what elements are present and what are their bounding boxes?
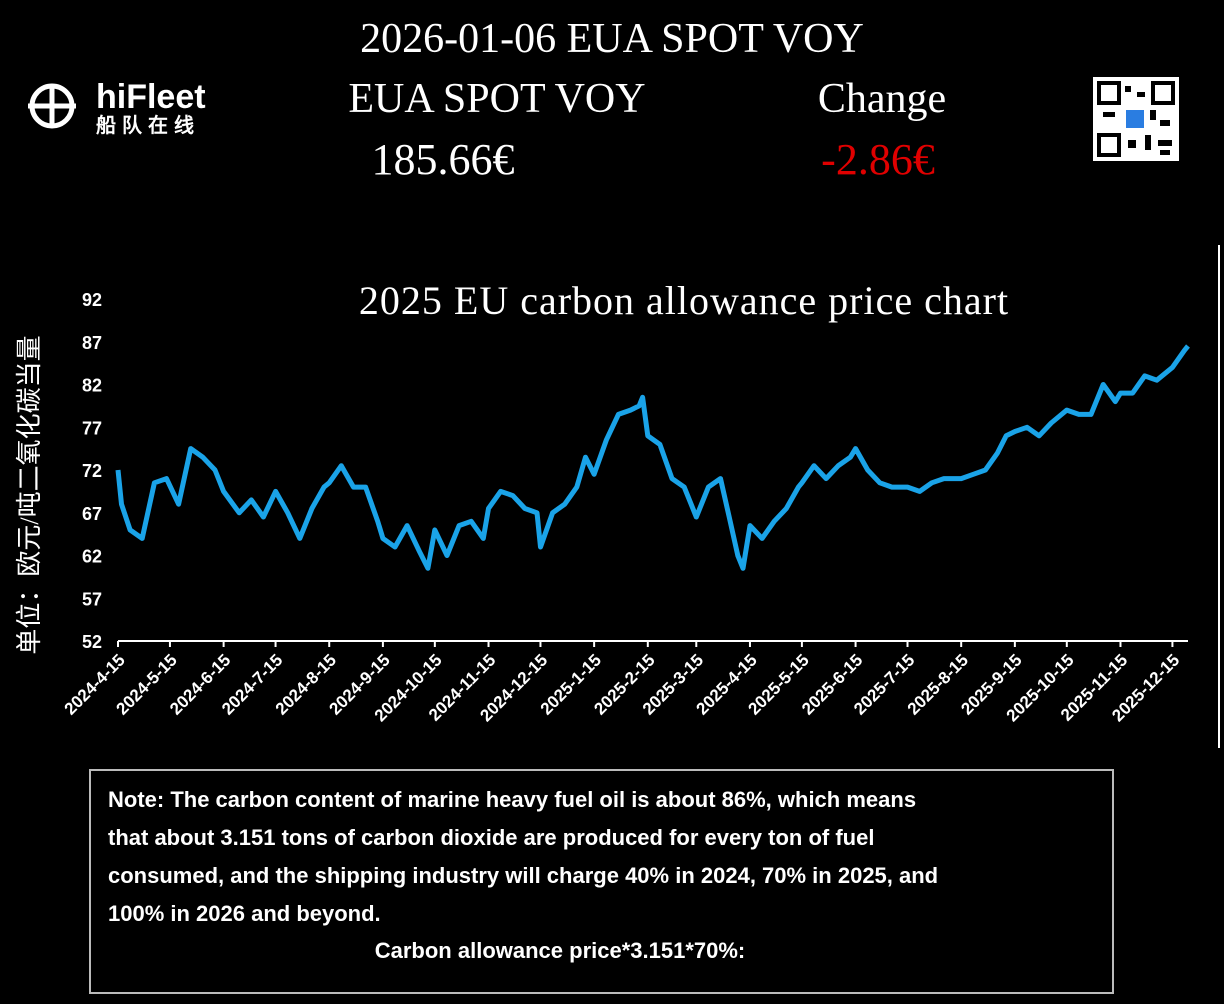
- qr-logo: [1126, 110, 1144, 128]
- header-title: 2026-01-06 EUA SPOT VOY: [360, 16, 864, 62]
- qr-finder: [1151, 81, 1175, 105]
- note-line: 100% in 2026 and beyond.: [108, 901, 381, 926]
- y-axis-label: 单位：欧元/吨二氧化碳当量: [15, 335, 44, 654]
- y-tick-label: 57: [82, 589, 102, 609]
- qr-code: [1093, 77, 1179, 161]
- y-tick-label: 77: [82, 418, 102, 438]
- logo: hiFleet 船队在线: [28, 78, 206, 137]
- y-tick-label: 82: [82, 376, 102, 396]
- note-line: that about 3.151 tons of carbon dioxide …: [108, 825, 874, 850]
- price: 185.66€: [372, 135, 515, 184]
- qr-finder: [1097, 81, 1121, 105]
- y-tick-label: 52: [82, 632, 102, 652]
- y-tick-label: 72: [82, 461, 102, 481]
- note-box: [89, 769, 1114, 994]
- qr-finder: [1097, 133, 1121, 157]
- change-label: Change: [818, 76, 946, 122]
- note-line: Note: The carbon content of marine heavy…: [108, 787, 916, 812]
- logo-subtitle: 船队在线: [96, 113, 200, 137]
- change: -2.86€: [821, 135, 935, 184]
- y-tick-label: 67: [82, 504, 102, 524]
- note-line: consumed, and the shipping industry will…: [108, 863, 938, 888]
- note-formula: Carbon allowance price*3.151*70%:: [375, 938, 746, 963]
- y-tick-label: 87: [82, 333, 102, 353]
- logo-name: hiFleet: [96, 78, 206, 116]
- y-tick-label: 62: [82, 547, 102, 567]
- chart-title: 2025 EU carbon allowance price chart: [359, 278, 1009, 323]
- y-tick-label: 92: [82, 290, 102, 310]
- price-line: [115, 344, 1190, 571]
- note: Note: The carbon content of marine heavy…: [108, 787, 938, 963]
- price-label: EUA SPOT VOY: [348, 76, 645, 122]
